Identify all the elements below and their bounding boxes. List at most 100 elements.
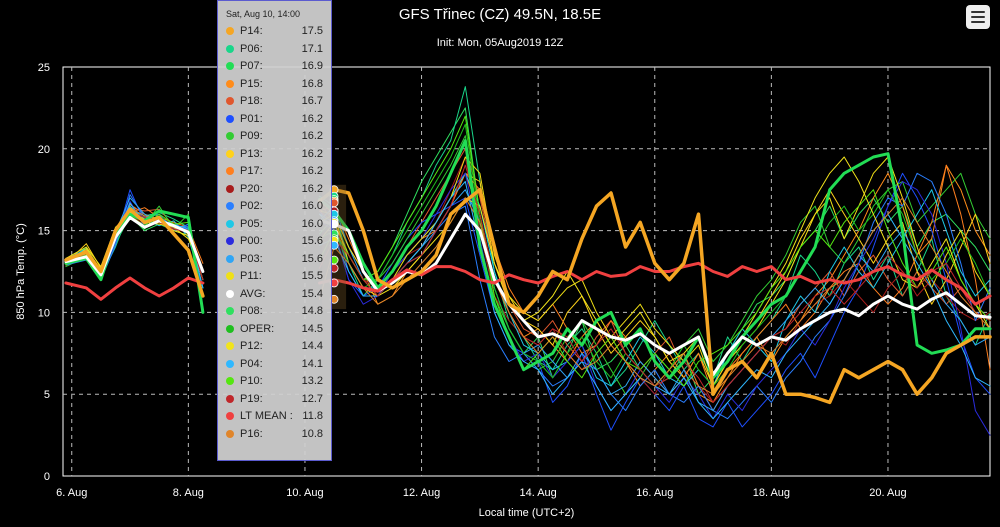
- tooltip-series-value: 16.2: [301, 112, 323, 125]
- tooltip-series-name: P20:: [240, 182, 263, 195]
- tooltip-series-value: 15.6: [301, 235, 323, 247]
- series-dot-icon: [226, 62, 234, 71]
- hamburger-menu-icon[interactable]: [966, 5, 990, 29]
- series-dot-icon: [226, 97, 234, 106]
- tooltip-row: P12: 14.4: [218, 338, 331, 356]
- tooltip-row: P18: 16.7: [218, 93, 331, 111]
- tooltip-series-value: 10.8: [301, 427, 323, 440]
- tooltip-row: P10: 13.2: [218, 373, 331, 391]
- tooltip-series-name: P17:: [240, 165, 263, 177]
- tooltip-series-name: P13:: [240, 147, 263, 160]
- tooltip-row: LT MEAN : 11.8: [218, 408, 331, 426]
- y-axis-title: 850 hPa Temp. (°C): [15, 223, 27, 320]
- tooltip-row: P16: 10.8: [218, 426, 331, 444]
- tooltip-series-name: P04:: [240, 357, 263, 370]
- series-lines: [64, 86, 992, 436]
- tooltip-series-name: P14:: [240, 25, 263, 37]
- y-tick-label: 5: [44, 389, 50, 401]
- y-tick-label: 20: [38, 144, 50, 156]
- x-tick-label: 16. Aug: [636, 487, 673, 499]
- y-tick-label: 25: [38, 62, 50, 74]
- series-dot-icon: [226, 254, 234, 263]
- chart-title: GFS Třinec (CZ) 49.5N, 18.5E: [398, 6, 602, 23]
- tooltip-series-value: 14.8: [301, 305, 323, 317]
- tooltip-series-value: 12.7: [301, 392, 323, 405]
- series-dot-icon: [226, 359, 234, 368]
- tooltip-row: P09: 16.2: [218, 128, 331, 146]
- x-tick-label: 12. Aug: [403, 487, 440, 499]
- tooltip-row: P15: 16.8: [218, 76, 331, 94]
- tooltip-series-value: 16.2: [301, 165, 323, 177]
- tooltip-series-name: P02:: [240, 200, 263, 212]
- series-dot-icon: [226, 202, 234, 211]
- chart-subtitle: Init: Mon, 05Aug2019 12Z: [436, 37, 564, 49]
- tooltip-series-name: OPER:: [240, 322, 275, 335]
- tooltip-series-value: 15.4: [301, 287, 323, 300]
- series-line-p14: [64, 187, 992, 405]
- tooltip-series-name: LT MEAN :: [240, 410, 293, 422]
- tooltip-row: P08: 14.8: [218, 303, 331, 321]
- tooltip-series-value: 15.5: [301, 270, 323, 282]
- tooltip-row: P20: 16.2: [218, 181, 331, 199]
- tooltip-row: P17: 16.2: [218, 163, 331, 181]
- tooltip-row: P04: 14.1: [218, 356, 331, 374]
- tooltip-series-value: 16.7: [301, 95, 323, 107]
- series-dot-icon: [226, 237, 234, 246]
- tooltip-series-name: P00:: [240, 235, 263, 247]
- tooltip-series-value: 16.2: [301, 182, 323, 195]
- tooltip-series-value: 17.5: [301, 25, 323, 37]
- tooltip-series-name: P12:: [240, 340, 263, 352]
- hover-tooltip: Sat, Aug 10, 14:00 P14: 17.5 P06: 17.1 P07: 1…: [217, 0, 332, 461]
- tooltip-series-name: P15:: [240, 77, 263, 90]
- axes: 0 5 10 15 20 25 6. Aug 8. Aug 10. Aug 12. Aug 14. …: [15, 62, 907, 519]
- x-tick-label: 10. Aug: [286, 487, 323, 499]
- series-line-p01: [65, 172, 991, 431]
- series-dot-icon: [226, 377, 234, 386]
- tooltip-series-name: P09:: [240, 130, 263, 142]
- tooltip-series-value: 16.2: [301, 130, 323, 142]
- series-dot-icon: [226, 149, 234, 158]
- tooltip-series-value: 11.8: [302, 410, 323, 422]
- series-dot-icon: [226, 184, 234, 193]
- tooltip-header: Sat, Aug 10, 14:00: [226, 9, 301, 19]
- y-tick-label: 0: [44, 471, 50, 483]
- series-dot-icon: [226, 394, 234, 403]
- series-dot-icon: [226, 79, 234, 88]
- tooltip-row: P14: 17.5: [218, 23, 331, 41]
- tooltip-series-value: 15.6: [301, 252, 323, 265]
- series-dot-icon: [226, 324, 234, 333]
- series-line-lt-mean: [64, 261, 992, 306]
- tooltip-series-name: P18:: [240, 95, 263, 107]
- tooltip-series-value: 16.9: [301, 60, 323, 72]
- tooltip-row: OPER: 14.5: [218, 321, 331, 339]
- tooltip-row: P03: 15.6: [218, 251, 331, 269]
- series-line-avg: [64, 212, 992, 377]
- series-dot-icon: [226, 412, 234, 421]
- y-tick-label: 15: [38, 226, 50, 238]
- y-tick-label: 10: [38, 307, 50, 319]
- series-dot-icon: [226, 219, 234, 228]
- series-dot-icon: [226, 27, 234, 36]
- tooltip-series-name: P10:: [240, 375, 263, 387]
- tooltip-series-name: P19:: [240, 392, 263, 405]
- tooltip-series-value: 16.8: [301, 77, 323, 90]
- tooltip-row: P01: 16.2: [218, 111, 331, 129]
- tooltip-row: P05: 16.0: [218, 216, 331, 234]
- tooltip-row: P02: 16.0: [218, 198, 331, 216]
- series-dot-icon: [226, 272, 234, 281]
- x-tick-label: 20. Aug: [869, 487, 906, 499]
- tooltip-series-name: P05:: [240, 217, 263, 230]
- series-dot-icon: [226, 289, 234, 298]
- tooltip-series-name: AVG:: [240, 287, 266, 300]
- tooltip-row: P11: 15.5: [218, 268, 331, 286]
- tooltip-series-name: P11:: [240, 270, 262, 282]
- tooltip-series-name: P03:: [240, 252, 263, 265]
- x-axis-title: Local time (UTC+2): [479, 507, 575, 519]
- tooltip-series-value: 13.2: [301, 375, 323, 387]
- x-tick-label: 14. Aug: [519, 487, 556, 499]
- tooltip-series-value: 14.5: [301, 322, 323, 335]
- tooltip-series-value: 16.2: [301, 147, 323, 160]
- tooltip-row: P13: 16.2: [218, 146, 331, 164]
- tooltip-series-name: P08:: [240, 305, 263, 317]
